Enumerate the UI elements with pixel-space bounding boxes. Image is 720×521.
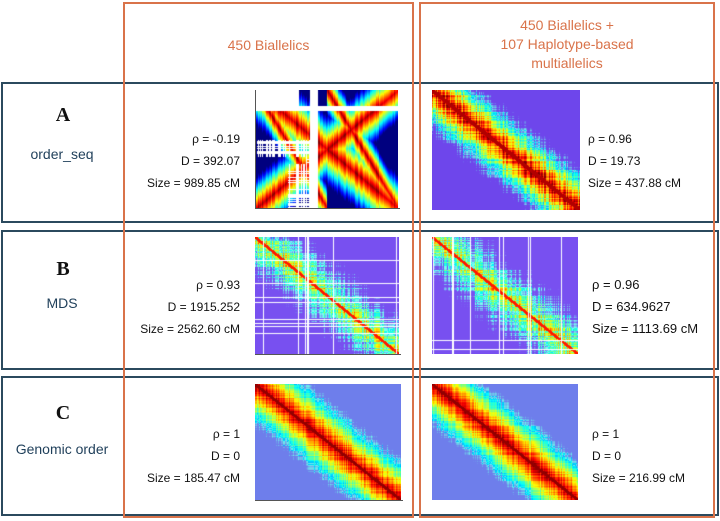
- stats-B-col1: ρ = 0.93 D = 1915.252 Size = 2562.60 cM: [126, 274, 240, 340]
- stats-C-col2: ρ = 1 D = 0 Size = 216.99 cM: [592, 423, 714, 489]
- stat-distance: D = 19.73: [588, 154, 641, 168]
- stat-rho: ρ = 1: [592, 427, 620, 441]
- column-box-multiallelics: [419, 2, 715, 518]
- row-method-A: order_seq: [30, 146, 94, 162]
- row-letter-C: C: [55, 402, 71, 424]
- row-method-C: Genomic order: [15, 441, 109, 457]
- stats-A-col2: ρ = 0.96 D = 19.73 Size = 437.88 cM: [588, 128, 714, 194]
- stat-rho: ρ = -0.19: [192, 132, 240, 146]
- stats-A-col1: ρ = -0.19 D = 392.07 Size = 989.85 cM: [128, 128, 240, 194]
- heatmap-B-biallelics: [255, 237, 399, 354]
- heatmap-C-multiallelics: [432, 384, 578, 500]
- stat-distance: D = 0: [210, 449, 240, 463]
- heatmap-A-multiallelics: [432, 90, 580, 210]
- heatmap-B-multiallelics: [432, 237, 578, 354]
- stat-distance: D = 0: [592, 449, 622, 463]
- stats-C-col1: ρ = 1 D = 0 Size = 185.47 cM: [128, 423, 240, 489]
- heatmap-C-biallelics: [255, 384, 401, 500]
- row-box-C: [1, 376, 719, 516]
- row-box-B: [1, 230, 719, 370]
- stat-rho: ρ = 1: [212, 427, 240, 441]
- row-method-B: MDS: [46, 295, 78, 311]
- stat-size: Size = 185.47 cM: [146, 471, 240, 485]
- row-letter-A: A: [55, 104, 71, 126]
- column-header-biallelics: 450 Biallelics: [125, 36, 412, 55]
- column-header-line: 450 Biallelics +: [520, 17, 614, 33]
- column-header-line: multiallelics: [531, 55, 603, 71]
- stat-rho: ρ = 0.93: [196, 278, 240, 292]
- stat-distance: D = 634.9627: [592, 299, 671, 314]
- stat-size: Size = 1113.69 cM: [592, 321, 699, 336]
- stat-size: Size = 989.85 cM: [146, 176, 240, 190]
- column-header-line: 450 Biallelics: [227, 37, 310, 53]
- axis-A-biallelics-left: [255, 90, 256, 209]
- stat-rho: ρ = 0.96: [592, 277, 640, 292]
- stat-size: Size = 216.99 cM: [592, 471, 686, 485]
- stat-rho: ρ = 0.96: [588, 132, 632, 146]
- stat-distance: D = 1915.252: [167, 300, 240, 314]
- column-header-line: 107 Haplotype-based: [500, 36, 634, 52]
- stat-distance: D = 392.07: [180, 154, 240, 168]
- stats-B-col2: ρ = 0.96 D = 634.9627 Size = 1113.69 cM: [592, 274, 716, 340]
- axis-A-biallelics: [256, 208, 400, 209]
- row-letter-B: B: [56, 258, 70, 280]
- row-box-A: [1, 82, 719, 223]
- column-box-biallelics: [123, 2, 414, 518]
- column-header-multiallelics: 450 Biallelics + 107 Haplotype-based mul…: [421, 16, 713, 73]
- heatmap-A-biallelics: [256, 90, 398, 208]
- axis-B-biallelics: [255, 354, 401, 355]
- axis-C-biallelics: [255, 500, 403, 501]
- stat-size: Size = 437.88 cM: [588, 176, 682, 190]
- stat-size: Size = 2562.60 cM: [140, 322, 240, 336]
